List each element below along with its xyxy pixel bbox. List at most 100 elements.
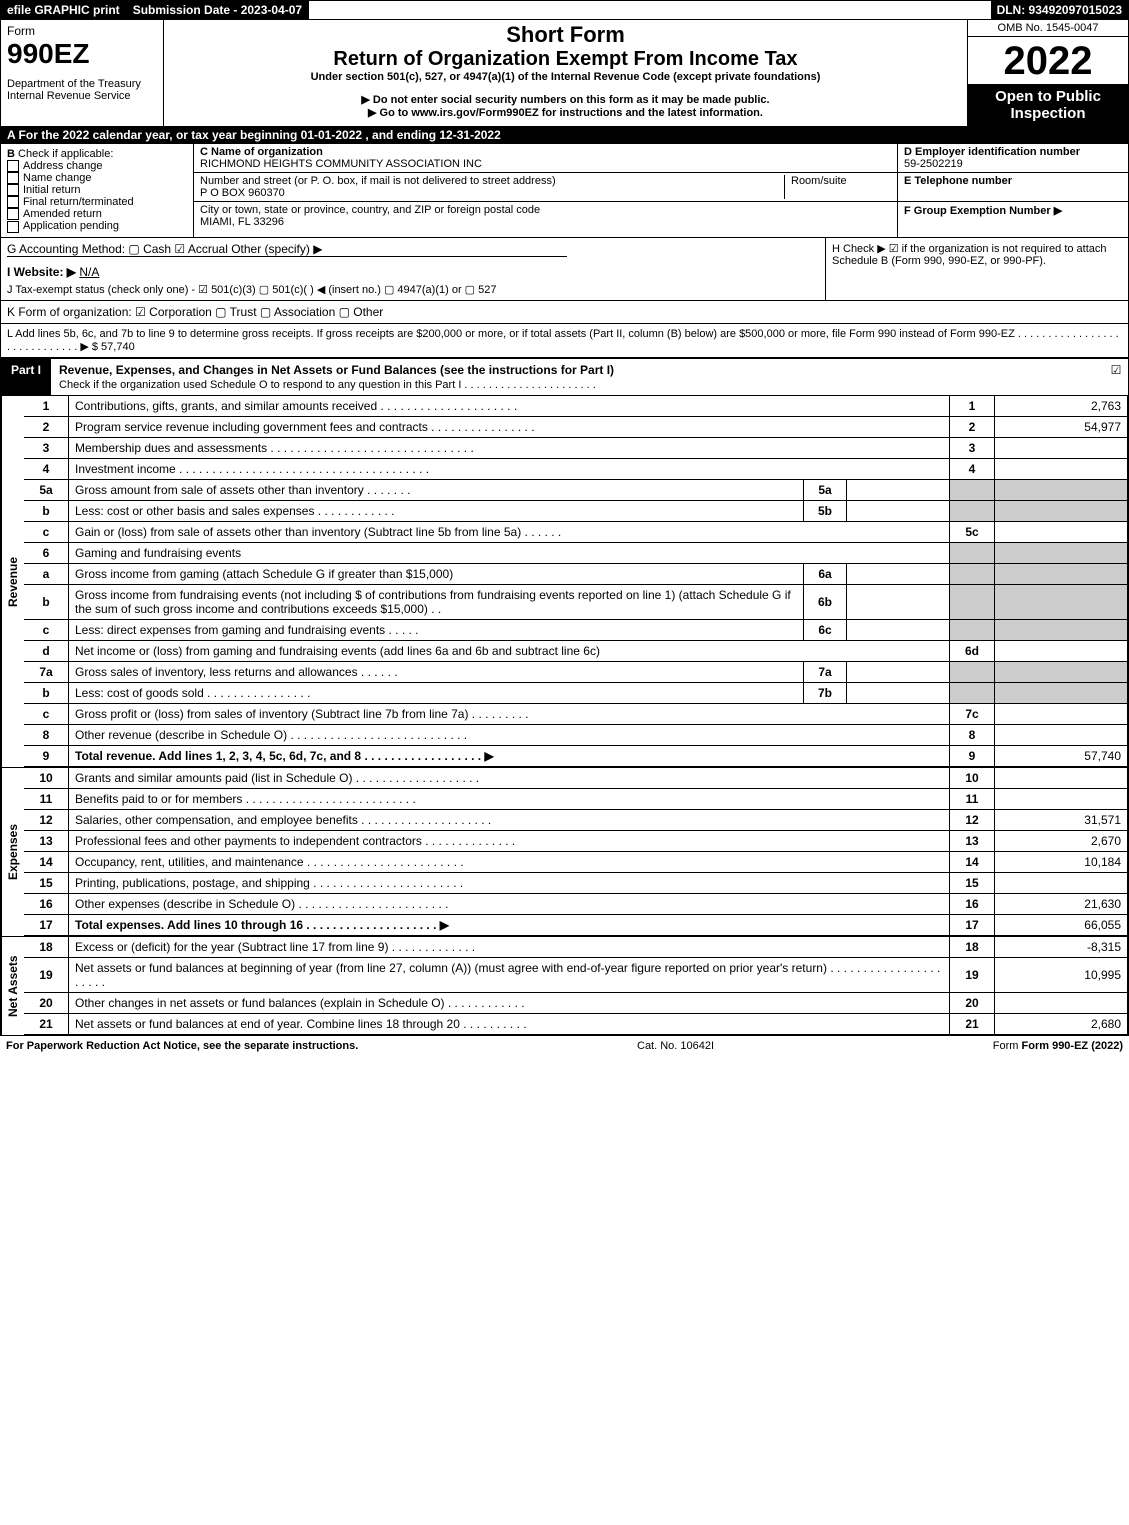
opt-initial-return: Initial return	[23, 184, 80, 196]
form-label: Form	[7, 24, 157, 38]
line-6: 6Gaming and fundraising events	[24, 542, 1128, 563]
line-12: 12Salaries, other compensation, and empl…	[24, 809, 1128, 830]
org-name: RICHMOND HEIGHTS COMMUNITY ASSOCIATION I…	[200, 158, 482, 170]
street-label: Number and street (or P. O. box, if mail…	[200, 175, 556, 187]
website-label: I Website: ▶	[7, 265, 76, 279]
footer-catno: Cat. No. 10642I	[358, 1040, 992, 1052]
part1-title: Revenue, Expenses, and Changes in Net As…	[51, 359, 1104, 395]
chk-initial-return[interactable]	[7, 184, 19, 196]
line-20: 20Other changes in net assets or fund ba…	[24, 992, 1128, 1013]
revenue-section: Revenue 1Contributions, gifts, grants, a…	[0, 396, 1129, 768]
part1-tag: Part I	[1, 359, 51, 395]
ein-value: 59-2502219	[904, 158, 963, 170]
row-l-text: L Add lines 5b, 6c, and 7b to line 9 to …	[7, 328, 1119, 353]
revenue-tab: Revenue	[1, 396, 24, 767]
row-l-amount: 57,740	[101, 341, 135, 353]
label-b: B	[7, 148, 15, 160]
accounting-method: G Accounting Method: ▢ Cash ☑ Accrual Ot…	[7, 242, 567, 257]
label-f: F Group Exemption Number ▶	[904, 205, 1062, 217]
room-label: Room/suite	[791, 175, 847, 187]
city-value: MIAMI, FL 33296	[200, 216, 284, 228]
netassets-tab: Net Assets	[1, 937, 24, 1035]
opt-final-return: Final return/terminated	[23, 196, 134, 208]
line-5b: bLess: cost or other basis and sales exp…	[24, 500, 1128, 521]
subtitle: Under section 501(c), 527, or 4947(a)(1)…	[170, 71, 961, 83]
chk-address-change[interactable]	[7, 160, 19, 172]
form-number: 990EZ	[7, 38, 157, 70]
expenses-tab: Expenses	[1, 768, 24, 936]
line-15: 15Printing, publications, postage, and s…	[24, 872, 1128, 893]
line-10: 10Grants and similar amounts paid (list …	[24, 768, 1128, 789]
footer-form-ref: Form 990-EZ (2022)	[1022, 1040, 1123, 1052]
line-14: 14Occupancy, rent, utilities, and mainte…	[24, 851, 1128, 872]
efile-label: efile GRAPHIC print	[1, 1, 127, 19]
opt-name-change: Name change	[23, 172, 92, 184]
line-5a: 5aGross amount from sale of assets other…	[24, 479, 1128, 500]
city-label: City or town, state or province, country…	[200, 204, 540, 216]
header-left: Form 990EZ Department of the Treasury In…	[1, 20, 164, 126]
line-5c: cGain or (loss) from sale of assets othe…	[24, 521, 1128, 542]
expenses-section: Expenses 10Grants and similar amounts pa…	[0, 768, 1129, 937]
label-d: D Employer identification number	[904, 146, 1080, 158]
omb-number: OMB No. 1545-0047	[968, 20, 1128, 37]
line-13: 13Professional fees and other payments t…	[24, 830, 1128, 851]
footer-right: Form Form 990-EZ (2022)	[993, 1040, 1123, 1052]
check-if-applicable: Check if applicable:	[18, 148, 113, 160]
opt-application-pending: Application pending	[23, 220, 119, 232]
section-b-through-f: B Check if applicable: Address change Na…	[0, 144, 1129, 238]
revenue-table: 1Contributions, gifts, grants, and simil…	[24, 396, 1128, 767]
line-19: 19Net assets or fund balances at beginni…	[24, 957, 1128, 992]
line-8: 8Other revenue (describe in Schedule O) …	[24, 724, 1128, 745]
line-16: 16Other expenses (describe in Schedule O…	[24, 893, 1128, 914]
header-right: OMB No. 1545-0047 2022 Open to Public In…	[968, 20, 1128, 126]
chk-name-change[interactable]	[7, 172, 19, 184]
line-7c: cGross profit or (loss) from sales of in…	[24, 703, 1128, 724]
part1-title-text: Revenue, Expenses, and Changes in Net As…	[59, 363, 614, 377]
website-value: N/A	[79, 265, 99, 279]
line-17: 17Total expenses. Add lines 10 through 1…	[24, 914, 1128, 935]
row-l-gross-receipts: L Add lines 5b, 6c, and 7b to line 9 to …	[0, 324, 1129, 358]
part1-checkbox[interactable]: ☑	[1104, 359, 1128, 395]
section-ghij: G Accounting Method: ▢ Cash ☑ Accrual Ot…	[0, 238, 1129, 301]
dept-label: Department of the Treasury Internal Reve…	[7, 78, 157, 102]
page-footer: For Paperwork Reduction Act Notice, see …	[0, 1036, 1129, 1056]
line-1: 1Contributions, gifts, grants, and simil…	[24, 396, 1128, 417]
section-def: D Employer identification number 59-2502…	[898, 144, 1128, 237]
section-b: B Check if applicable: Address change Na…	[1, 144, 194, 237]
street-value: P O BOX 960370	[200, 187, 285, 199]
tax-year: 2022	[968, 37, 1128, 84]
title-return: Return of Organization Exempt From Incom…	[170, 48, 961, 71]
section-h: H Check ▶ ☑ if the organization is not r…	[825, 238, 1128, 300]
netassets-section: Net Assets 18Excess or (deficit) for the…	[0, 937, 1129, 1036]
form-header: Form 990EZ Department of the Treasury In…	[0, 20, 1129, 126]
topbar: efile GRAPHIC print Submission Date - 20…	[0, 0, 1129, 20]
chk-amended-return[interactable]	[7, 208, 19, 220]
instructions-link[interactable]: ▶ Go to www.irs.gov/Form990EZ for instru…	[170, 106, 961, 119]
netassets-table: 18Excess or (deficit) for the year (Subt…	[24, 937, 1128, 1035]
label-e: E Telephone number	[904, 175, 1012, 187]
line-6c: cLess: direct expenses from gaming and f…	[24, 619, 1128, 640]
part1-subtitle: Check if the organization used Schedule …	[59, 379, 596, 391]
section-gij: G Accounting Method: ▢ Cash ☑ Accrual Ot…	[1, 238, 825, 300]
row-k-org-form: K Form of organization: ☑ Corporation ▢ …	[0, 301, 1129, 324]
chk-application-pending[interactable]	[7, 221, 19, 233]
tax-exempt-status: J Tax-exempt status (check only one) - ☑…	[7, 283, 819, 296]
row-a-taxyear: A For the 2022 calendar year, or tax yea…	[0, 126, 1129, 144]
line-3: 3Membership dues and assessments . . . .…	[24, 437, 1128, 458]
opt-address-change: Address change	[23, 160, 103, 172]
line-2: 2Program service revenue including gover…	[24, 416, 1128, 437]
line-7a: 7aGross sales of inventory, less returns…	[24, 661, 1128, 682]
section-c: C Name of organization RICHMOND HEIGHTS …	[194, 144, 898, 237]
title-short-form: Short Form	[170, 22, 961, 48]
line-21: 21Net assets or fund balances at end of …	[24, 1013, 1128, 1034]
line-6b: bGross income from fundraising events (n…	[24, 584, 1128, 619]
line-11: 11Benefits paid to or for members . . . …	[24, 788, 1128, 809]
chk-final-return[interactable]	[7, 196, 19, 208]
expenses-table: 10Grants and similar amounts paid (list …	[24, 768, 1128, 936]
line-6a: aGross income from gaming (attach Schedu…	[24, 563, 1128, 584]
line-6d: dNet income or (loss) from gaming and fu…	[24, 640, 1128, 661]
line-4: 4Investment income . . . . . . . . . . .…	[24, 458, 1128, 479]
opt-amended-return: Amended return	[23, 208, 102, 220]
submission-date: Submission Date - 2023-04-07	[127, 1, 309, 19]
label-c: C Name of organization	[200, 146, 323, 158]
